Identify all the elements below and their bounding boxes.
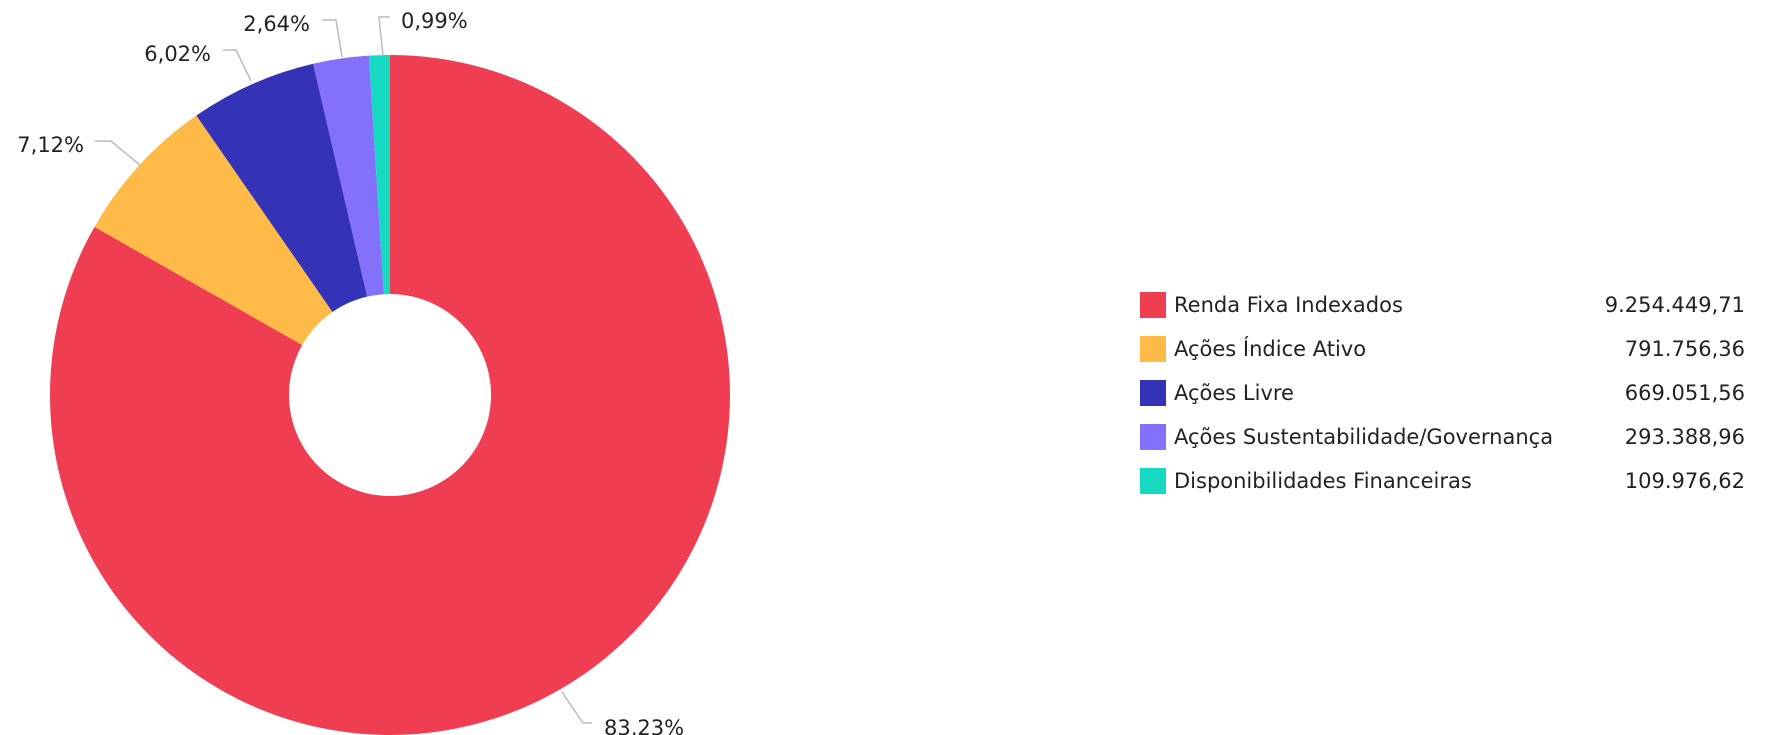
- percent-label: 0,99%: [401, 9, 468, 33]
- pie-slice: [368, 55, 390, 295]
- legend-item: Ações Sustentabilidade/Governança 293.38…: [1140, 415, 1745, 459]
- percent-label: 2,64%: [243, 12, 310, 36]
- percent-label: 7,12%: [17, 133, 84, 157]
- legend-swatch: [1140, 336, 1166, 362]
- label-leader-lines: [95, 16, 592, 724]
- legend-swatch: [1140, 424, 1166, 450]
- percent-label: 83,23%: [604, 716, 684, 735]
- legend-item: Renda Fixa Indexados 9.254.449,71: [1140, 283, 1745, 327]
- legend-swatch: [1140, 292, 1166, 318]
- pie-slices: [49, 55, 730, 735]
- legend-item: Ações Índice Ativo 791.756,36: [1140, 327, 1745, 371]
- legend-item: Disponibilidades Financeiras 109.976,62: [1140, 459, 1745, 503]
- leader-line: [223, 49, 252, 82]
- legend-value: 9.254.449,71: [1604, 293, 1745, 317]
- legend-item: Ações Livre 669.051,56: [1140, 371, 1745, 415]
- pie-slice: [313, 55, 384, 297]
- pie-slice: [49, 55, 730, 735]
- legend-value: 669.051,56: [1624, 381, 1745, 405]
- leader-line: [95, 140, 142, 167]
- legend-swatch: [1140, 380, 1166, 406]
- legend-swatch: [1140, 468, 1166, 494]
- legend-label: Ações Índice Ativo: [1174, 337, 1367, 361]
- legend-value: 791.756,36: [1624, 337, 1745, 361]
- legend-label: Renda Fixa Indexados: [1174, 293, 1403, 317]
- pie-slice: [94, 115, 333, 346]
- legend-label: Disponibilidades Financeiras: [1174, 469, 1472, 493]
- percent-labels: 83,23% 7,12% 6,02% 2,64% 0,99%: [17, 9, 684, 735]
- leader-line: [378, 16, 390, 57]
- legend-label: Ações Sustentabilidade/Governança: [1174, 425, 1554, 449]
- leader-line: [561, 691, 592, 724]
- legend-label: Ações Livre: [1174, 381, 1294, 405]
- legend-value: 293.388,96: [1624, 425, 1745, 449]
- percent-label: 6,02%: [144, 42, 211, 66]
- pie-slice: [196, 63, 368, 312]
- chart-legend: Renda Fixa Indexados 9.254.449,71 Ações …: [1140, 283, 1745, 503]
- leader-line: [322, 19, 343, 58]
- legend-value: 109.976,62: [1624, 469, 1745, 493]
